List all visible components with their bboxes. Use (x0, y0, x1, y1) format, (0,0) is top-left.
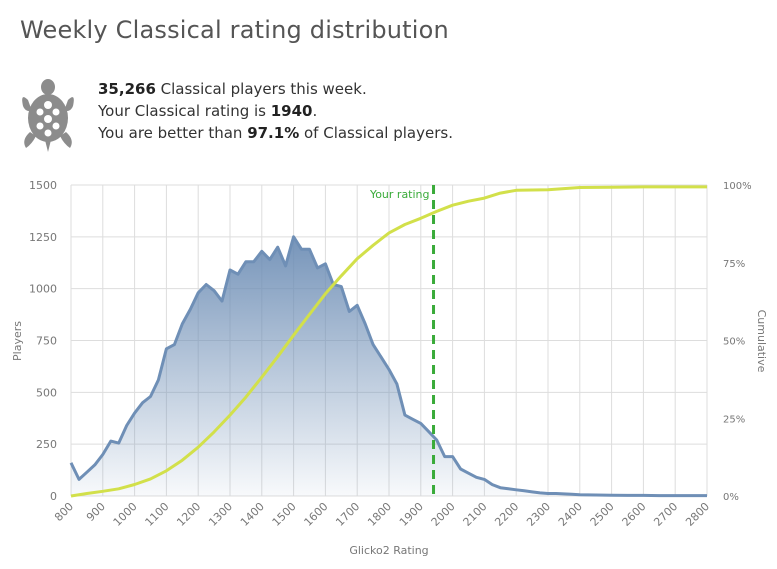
x-tick-label: 2600 (620, 500, 649, 529)
x-tick-label: 1400 (238, 500, 267, 529)
x-axis-label: Glicko2 Rating (349, 544, 428, 557)
x-tick-label: 1300 (206, 500, 235, 529)
players-line (69, 235, 707, 498)
players-series (69, 235, 707, 498)
players-suffix: Classical players this week. (155, 80, 367, 98)
percentile-prefix: You are better than (98, 124, 248, 142)
y2-tick-label: 25% (723, 414, 745, 425)
y-axis-label: Players (11, 321, 24, 361)
percentile-line: You are better than 97.1% of Classical p… (98, 122, 453, 144)
y2-tick-label: 100% (723, 181, 752, 192)
x-tick-label: 1900 (397, 500, 426, 529)
rating-value: 1940 (270, 102, 313, 120)
y-tick-label: 500 (36, 386, 57, 399)
page-title: Weekly Classical rating distribution (20, 16, 449, 44)
your-rating-marker: Your rating (369, 185, 436, 496)
rating-suffix: . (312, 102, 318, 120)
percentile-value: 97.1% (247, 124, 300, 142)
y-tick-label: 750 (36, 335, 57, 348)
x-tick-label: 2300 (524, 500, 553, 529)
y-axis-ticks: 0 250 500 750 1000 1250 1500 (29, 179, 57, 503)
y2-axis-ticks: 0% 25% 50% 75% 100% (723, 181, 752, 503)
players-count: 35,266 (98, 80, 156, 98)
y-tick-label: 1000 (29, 283, 57, 296)
y-tick-label: 1250 (29, 231, 57, 244)
x-tick-label: 2400 (556, 500, 585, 529)
x-axis-ticks: 800 900 1000 1100 1200 1300 1400 1500 1600 1700 18… (52, 500, 712, 529)
x-tick-label: 2000 (429, 500, 458, 529)
percentile-suffix: of Classical players. (299, 124, 453, 142)
players-count-line: 35,266 Classical players this week. (98, 78, 453, 100)
x-tick-label: 900 (84, 500, 108, 524)
rating-distribution-chart: Your rating 800 900 1000 1100 1200 1300 1400 15… (11, 179, 768, 557)
y2-tick-label: 0% (723, 492, 739, 503)
summary-panel: 35,266 Classical players this week. Your… (18, 78, 453, 152)
x-tick-label: 2100 (461, 500, 490, 529)
cumulative-line (70, 185, 707, 498)
x-tick-label: 1800 (365, 500, 394, 529)
y2-tick-label: 50% (723, 337, 745, 348)
x-tick-label: 2500 (588, 500, 617, 529)
y2-axis-label: Cumulative (755, 310, 768, 373)
x-tick-label: 2200 (492, 500, 521, 529)
x-tick-label: 1200 (174, 500, 203, 529)
x-tick-label: 1100 (143, 500, 172, 529)
x-tick-label: 1500 (270, 500, 299, 529)
x-tick-label: 2700 (651, 500, 680, 529)
y-tick-label: 0 (50, 490, 57, 503)
y-tick-label: 250 (36, 438, 57, 451)
your-rating-label: Your rating (369, 188, 430, 201)
y-tick-label: 1500 (29, 179, 57, 192)
x-tick-label: 800 (52, 500, 76, 524)
x-tick-label: 2800 (683, 500, 712, 529)
cumulative-series (70, 185, 707, 498)
x-tick-label: 1000 (111, 500, 140, 529)
x-tick-label: 1600 (302, 500, 331, 529)
y2-tick-label: 75% (723, 259, 745, 270)
rating-prefix: Your Classical rating is (98, 102, 271, 120)
rating-line: Your Classical rating is 1940. (98, 100, 453, 122)
players-area (71, 236, 707, 497)
turtle-icon (22, 79, 74, 152)
x-tick-label: 1700 (333, 500, 362, 529)
